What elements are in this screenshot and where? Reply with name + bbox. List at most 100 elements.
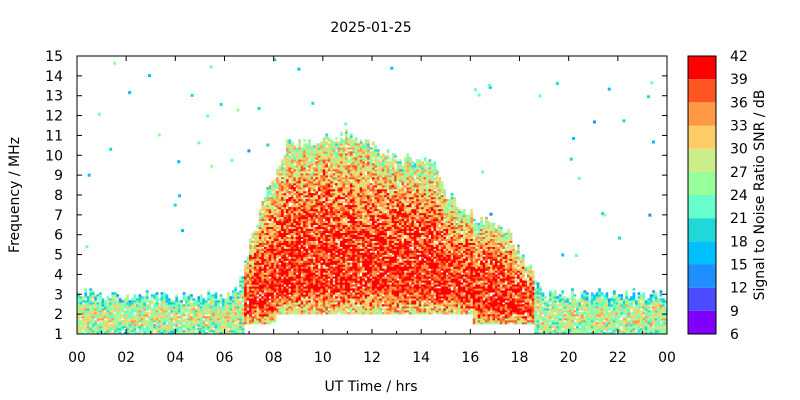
heatmap-cell bbox=[251, 302, 255, 305]
heatmap-cell bbox=[121, 300, 125, 303]
heatmap-cell bbox=[128, 322, 132, 325]
heatmap-cell bbox=[295, 278, 299, 281]
heatmap-cell bbox=[288, 266, 292, 269]
heatmap-cell bbox=[268, 292, 272, 295]
heatmap-cell bbox=[79, 306, 83, 309]
heatmap-cell bbox=[303, 294, 306, 297]
heatmap-cell bbox=[357, 312, 361, 315]
heatmap-cell bbox=[145, 292, 149, 295]
heatmap-cell bbox=[300, 210, 304, 214]
heatmap-cell bbox=[344, 214, 348, 218]
heatmap-cell bbox=[335, 202, 338, 206]
heatmap-cell bbox=[344, 272, 348, 275]
heatmap-cell bbox=[359, 149, 363, 152]
heatmap-cell bbox=[354, 238, 358, 241]
heatmap-cell bbox=[285, 252, 289, 255]
heatmap-cell bbox=[261, 206, 265, 210]
heatmap-cell bbox=[362, 187, 365, 190]
heatmap-cell bbox=[322, 153, 326, 156]
heatmap-cell bbox=[99, 330, 102, 333]
heatmap-cell bbox=[185, 310, 188, 313]
heatmap-cell bbox=[327, 310, 331, 313]
heatmap-cell bbox=[342, 234, 346, 237]
heatmap-cell bbox=[172, 318, 176, 321]
heatmap-cell bbox=[327, 149, 331, 152]
heatmap-cell bbox=[266, 312, 270, 315]
heatmap-cell bbox=[367, 310, 370, 313]
heatmap-cell bbox=[163, 314, 166, 317]
heatmap-cell bbox=[364, 280, 368, 283]
heatmap-cell bbox=[177, 310, 181, 313]
heatmap-cell bbox=[349, 198, 353, 202]
heatmap-cell bbox=[352, 208, 356, 212]
heatmap-cell bbox=[357, 202, 361, 206]
heatmap-cell bbox=[229, 302, 233, 305]
heatmap-cell bbox=[96, 316, 100, 319]
heatmap-cell bbox=[140, 316, 144, 319]
heatmap-cell bbox=[344, 135, 348, 138]
heatmap-cell bbox=[84, 318, 88, 321]
heatmap-cell bbox=[268, 210, 272, 214]
heatmap-cell bbox=[106, 326, 110, 329]
heatmap-cell bbox=[222, 322, 225, 325]
heatmap-cell bbox=[167, 326, 171, 329]
heatmap-cell bbox=[249, 312, 252, 315]
heatmap-cell bbox=[349, 151, 353, 154]
heatmap-cell bbox=[271, 216, 274, 220]
heatmap-cell bbox=[325, 153, 329, 156]
heatmap-cell bbox=[155, 312, 159, 315]
heatmap-cell bbox=[344, 312, 348, 315]
heatmap-cell bbox=[128, 300, 132, 303]
heatmap-cell bbox=[271, 308, 274, 311]
heatmap-cell bbox=[293, 226, 297, 230]
heatmap-cell bbox=[295, 222, 299, 226]
heatmap-cell bbox=[332, 308, 336, 311]
heatmap-cell bbox=[335, 163, 338, 166]
heatmap-cell bbox=[335, 153, 338, 156]
heatmap-cell bbox=[273, 230, 277, 234]
heatmap-cell bbox=[322, 298, 326, 301]
heatmap-cell bbox=[364, 145, 368, 148]
heatmap-cell bbox=[288, 161, 292, 164]
heatmap-cell bbox=[337, 169, 341, 172]
heatmap-cell bbox=[212, 294, 215, 297]
heatmap-cell bbox=[285, 298, 289, 301]
heatmap-cell bbox=[310, 214, 314, 218]
heatmap-cell bbox=[79, 326, 83, 329]
heatmap-cell bbox=[91, 328, 95, 331]
heatmap-cell bbox=[271, 280, 274, 283]
heatmap-cell bbox=[330, 302, 333, 305]
heatmap-cell bbox=[315, 165, 319, 168]
heatmap-cell bbox=[244, 318, 247, 321]
heatmap-cell bbox=[295, 298, 299, 301]
heatmap-cell bbox=[283, 189, 287, 192]
heatmap-cell bbox=[359, 163, 363, 166]
heatmap-cell bbox=[305, 179, 309, 182]
heatmap-cell bbox=[295, 226, 299, 230]
heatmap-cell bbox=[300, 204, 304, 208]
heatmap-cell bbox=[273, 270, 277, 273]
heatmap-cell bbox=[241, 286, 245, 289]
heatmap-cell bbox=[352, 264, 356, 267]
heatmap-cell bbox=[239, 294, 243, 297]
heatmap-cell bbox=[362, 300, 365, 303]
heatmap-cell bbox=[104, 300, 107, 303]
heatmap-cell bbox=[330, 185, 333, 188]
heatmap-cell bbox=[317, 260, 321, 263]
heatmap-cell bbox=[337, 264, 341, 267]
heatmap-cell bbox=[308, 210, 311, 214]
heatmap-cell bbox=[362, 252, 365, 255]
heatmap-cell bbox=[214, 302, 218, 305]
heatmap-cell bbox=[305, 230, 309, 234]
heatmap-cell bbox=[212, 306, 215, 309]
heatmap-cell bbox=[325, 304, 329, 307]
heatmap-cell bbox=[320, 240, 324, 243]
heatmap-cell bbox=[367, 252, 370, 255]
heatmap-cell bbox=[214, 316, 218, 319]
heatmap-cell bbox=[367, 264, 370, 267]
heatmap-cell bbox=[143, 300, 147, 303]
heatmap-cell bbox=[285, 171, 289, 174]
heatmap-cell bbox=[217, 326, 220, 329]
heatmap-cell bbox=[283, 226, 287, 230]
heatmap-cell bbox=[340, 214, 343, 218]
